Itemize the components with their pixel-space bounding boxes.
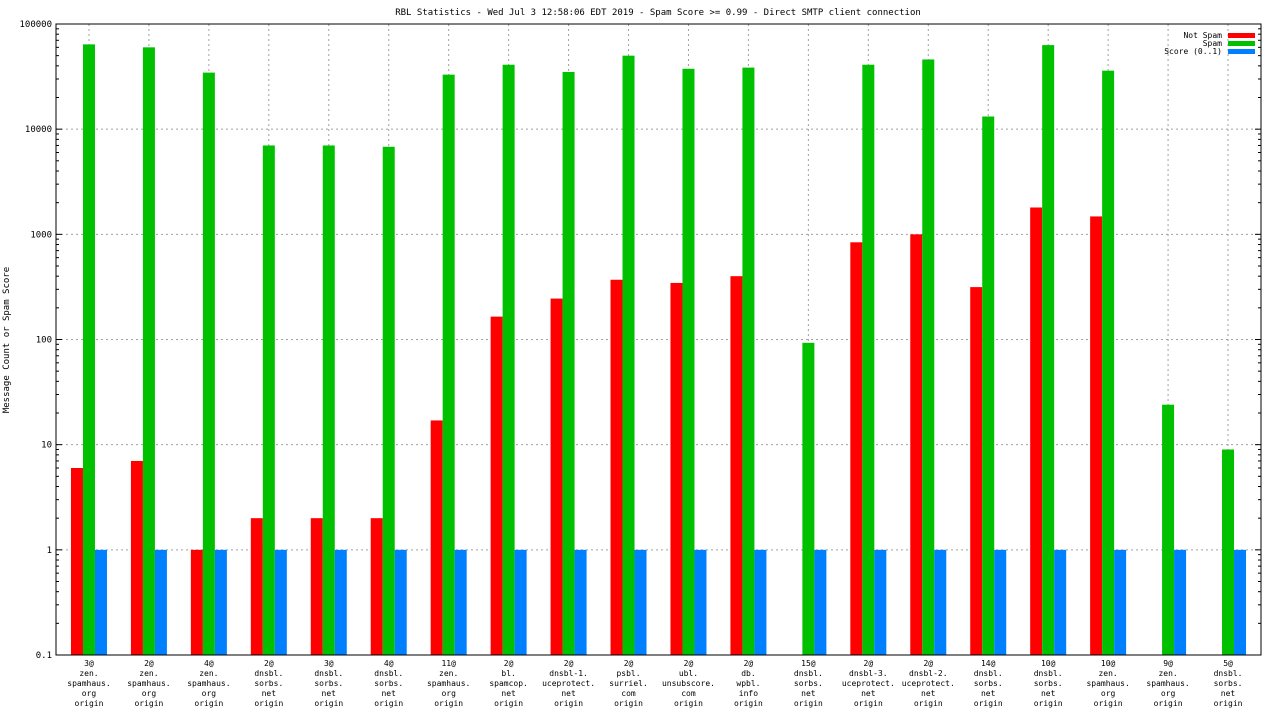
legend-label: Score (0..1)	[1164, 47, 1222, 56]
bar-spam	[142, 47, 155, 655]
bar-score-0-1	[994, 549, 1007, 655]
bar-score-0-1	[814, 549, 827, 655]
bar-score-0-1	[1234, 549, 1247, 655]
bar-score-0-1	[94, 549, 107, 655]
x-tick-label: 2@ dnsbl-3. uceprotect. net origin	[842, 659, 895, 708]
x-tick-label: 11@ zen. spamhaus. org origin	[427, 659, 470, 708]
x-tick-label: 3@ zen. spamhaus. org origin	[67, 659, 110, 708]
bar-spam	[802, 342, 815, 655]
bar-score-0-1	[754, 549, 767, 655]
x-tick-label: 2@ zen. spamhaus. org origin	[127, 659, 170, 708]
legend-label: Spam	[1203, 39, 1222, 48]
bar-spam	[922, 59, 935, 656]
legend-swatch	[1228, 49, 1255, 54]
bar-spam	[562, 71, 575, 655]
y-tick-label: 10	[41, 441, 52, 451]
bar-not-spam	[850, 242, 863, 655]
y-tick-label: 100	[36, 336, 52, 346]
legend-label: Not Spam	[1183, 31, 1222, 40]
x-tick-label: 10@ dnsbl. sorbs. net origin	[1034, 659, 1063, 708]
bar-score-0-1	[214, 549, 227, 655]
bar-score-0-1	[154, 549, 167, 655]
y-tick-label: 0.1	[36, 651, 52, 661]
bar-spam	[1222, 449, 1235, 655]
bar-spam	[262, 145, 275, 655]
bar-spam	[862, 64, 875, 655]
bar-not-spam	[910, 234, 923, 656]
bar-spam	[982, 116, 995, 655]
x-tick-label: 4@ dnsbl. sorbs. net origin	[374, 659, 403, 708]
x-tick-label: 14@ dnsbl. sorbs. net origin	[974, 659, 1003, 708]
x-tick-label: 10@ zen. spamhaus. org origin	[1086, 659, 1129, 708]
y-tick-labels: 0.1 1 10 100 1000 10000 100000	[19, 20, 52, 661]
bar-not-spam	[670, 282, 683, 655]
bar-spam	[1102, 70, 1115, 656]
bars-group	[70, 44, 1247, 656]
bar-not-spam	[130, 460, 143, 655]
bar-spam	[682, 68, 695, 655]
bar-spam	[622, 55, 635, 655]
x-tick-label: 2@ dnsbl. sorbs. net origin	[254, 659, 283, 708]
bar-spam	[82, 44, 95, 655]
bar-not-spam	[1030, 207, 1043, 655]
bar-score-0-1	[874, 549, 887, 655]
bar-spam	[502, 64, 515, 655]
bar-score-0-1	[274, 549, 287, 655]
bar-not-spam	[610, 279, 623, 655]
bar-not-spam	[310, 518, 323, 655]
bar-spam	[382, 146, 395, 656]
x-tick-label: 2@ bl. spamcop. net origin	[489, 659, 528, 708]
bar-spam	[1162, 404, 1175, 655]
y-tick-label: 1	[47, 546, 52, 556]
bar-score-0-1	[634, 549, 647, 655]
x-tick-label: 2@ db. wpbl. info origin	[734, 659, 763, 708]
x-tick-labels: 3@ zen. spamhaus. org origin 2@ zen. spamhaus. o…	[67, 659, 1242, 708]
x-tick-label: 5@ dnsbl. sorbs. net origin	[1214, 659, 1243, 708]
bar-not-spam	[730, 276, 743, 655]
bar-spam	[442, 74, 455, 655]
bar-score-0-1	[1174, 549, 1187, 655]
bar-not-spam	[190, 549, 203, 655]
y-tick-label: 10000	[25, 125, 52, 135]
bar-score-0-1	[694, 549, 707, 655]
bar-not-spam	[430, 420, 443, 655]
bar-score-0-1	[454, 549, 467, 655]
x-tick-label: 15@ dnsbl. sorbs. net origin	[794, 659, 823, 708]
bar-not-spam	[70, 467, 83, 655]
plot-border	[55, 23, 1262, 656]
bar-spam	[742, 67, 755, 656]
x-tick-label: 2@ dnsbl-2. uceprotect. net origin	[902, 659, 955, 708]
y-tick-label: 100000	[19, 20, 52, 30]
bar-score-0-1	[334, 549, 347, 655]
bar-spam	[202, 72, 215, 656]
bar-score-0-1	[394, 549, 407, 655]
x-tick-label: 2@ dnsbl-1. uceprotect. net origin	[542, 659, 595, 708]
bar-score-0-1	[574, 549, 587, 655]
x-tick-label: 9@ zen. spamhaus. org origin	[1146, 659, 1189, 708]
y-tick-label: 1000	[30, 230, 52, 240]
bar-score-0-1	[934, 549, 947, 655]
bar-not-spam	[490, 316, 503, 655]
bar-not-spam	[550, 298, 563, 655]
bar-not-spam	[970, 287, 983, 655]
bar-score-0-1	[1054, 549, 1067, 655]
chart-title: RBL Statistics - Wed Jul 3 12:58:06 EDT …	[395, 8, 921, 18]
x-tick-label: 2@ psbl. surriel. com origin	[609, 659, 648, 708]
bar-spam	[322, 145, 335, 655]
bar-score-0-1	[1114, 549, 1127, 655]
bar-score-0-1	[514, 549, 527, 655]
bar-not-spam	[250, 518, 263, 655]
x-tick-label: 4@ zen. spamhaus. org origin	[187, 659, 230, 708]
x-tick-label: 2@ ubl. unsubscore. com origin	[662, 659, 715, 708]
x-tick-label: 3@ dnsbl. sorbs. net origin	[314, 659, 343, 708]
legend-swatch	[1228, 41, 1255, 46]
bar-not-spam	[370, 518, 383, 655]
legend-swatch	[1228, 33, 1255, 38]
y-axis-label: Message Count or Spam Score	[2, 267, 12, 413]
bar-spam	[1042, 45, 1055, 656]
bar-not-spam	[1090, 216, 1103, 655]
